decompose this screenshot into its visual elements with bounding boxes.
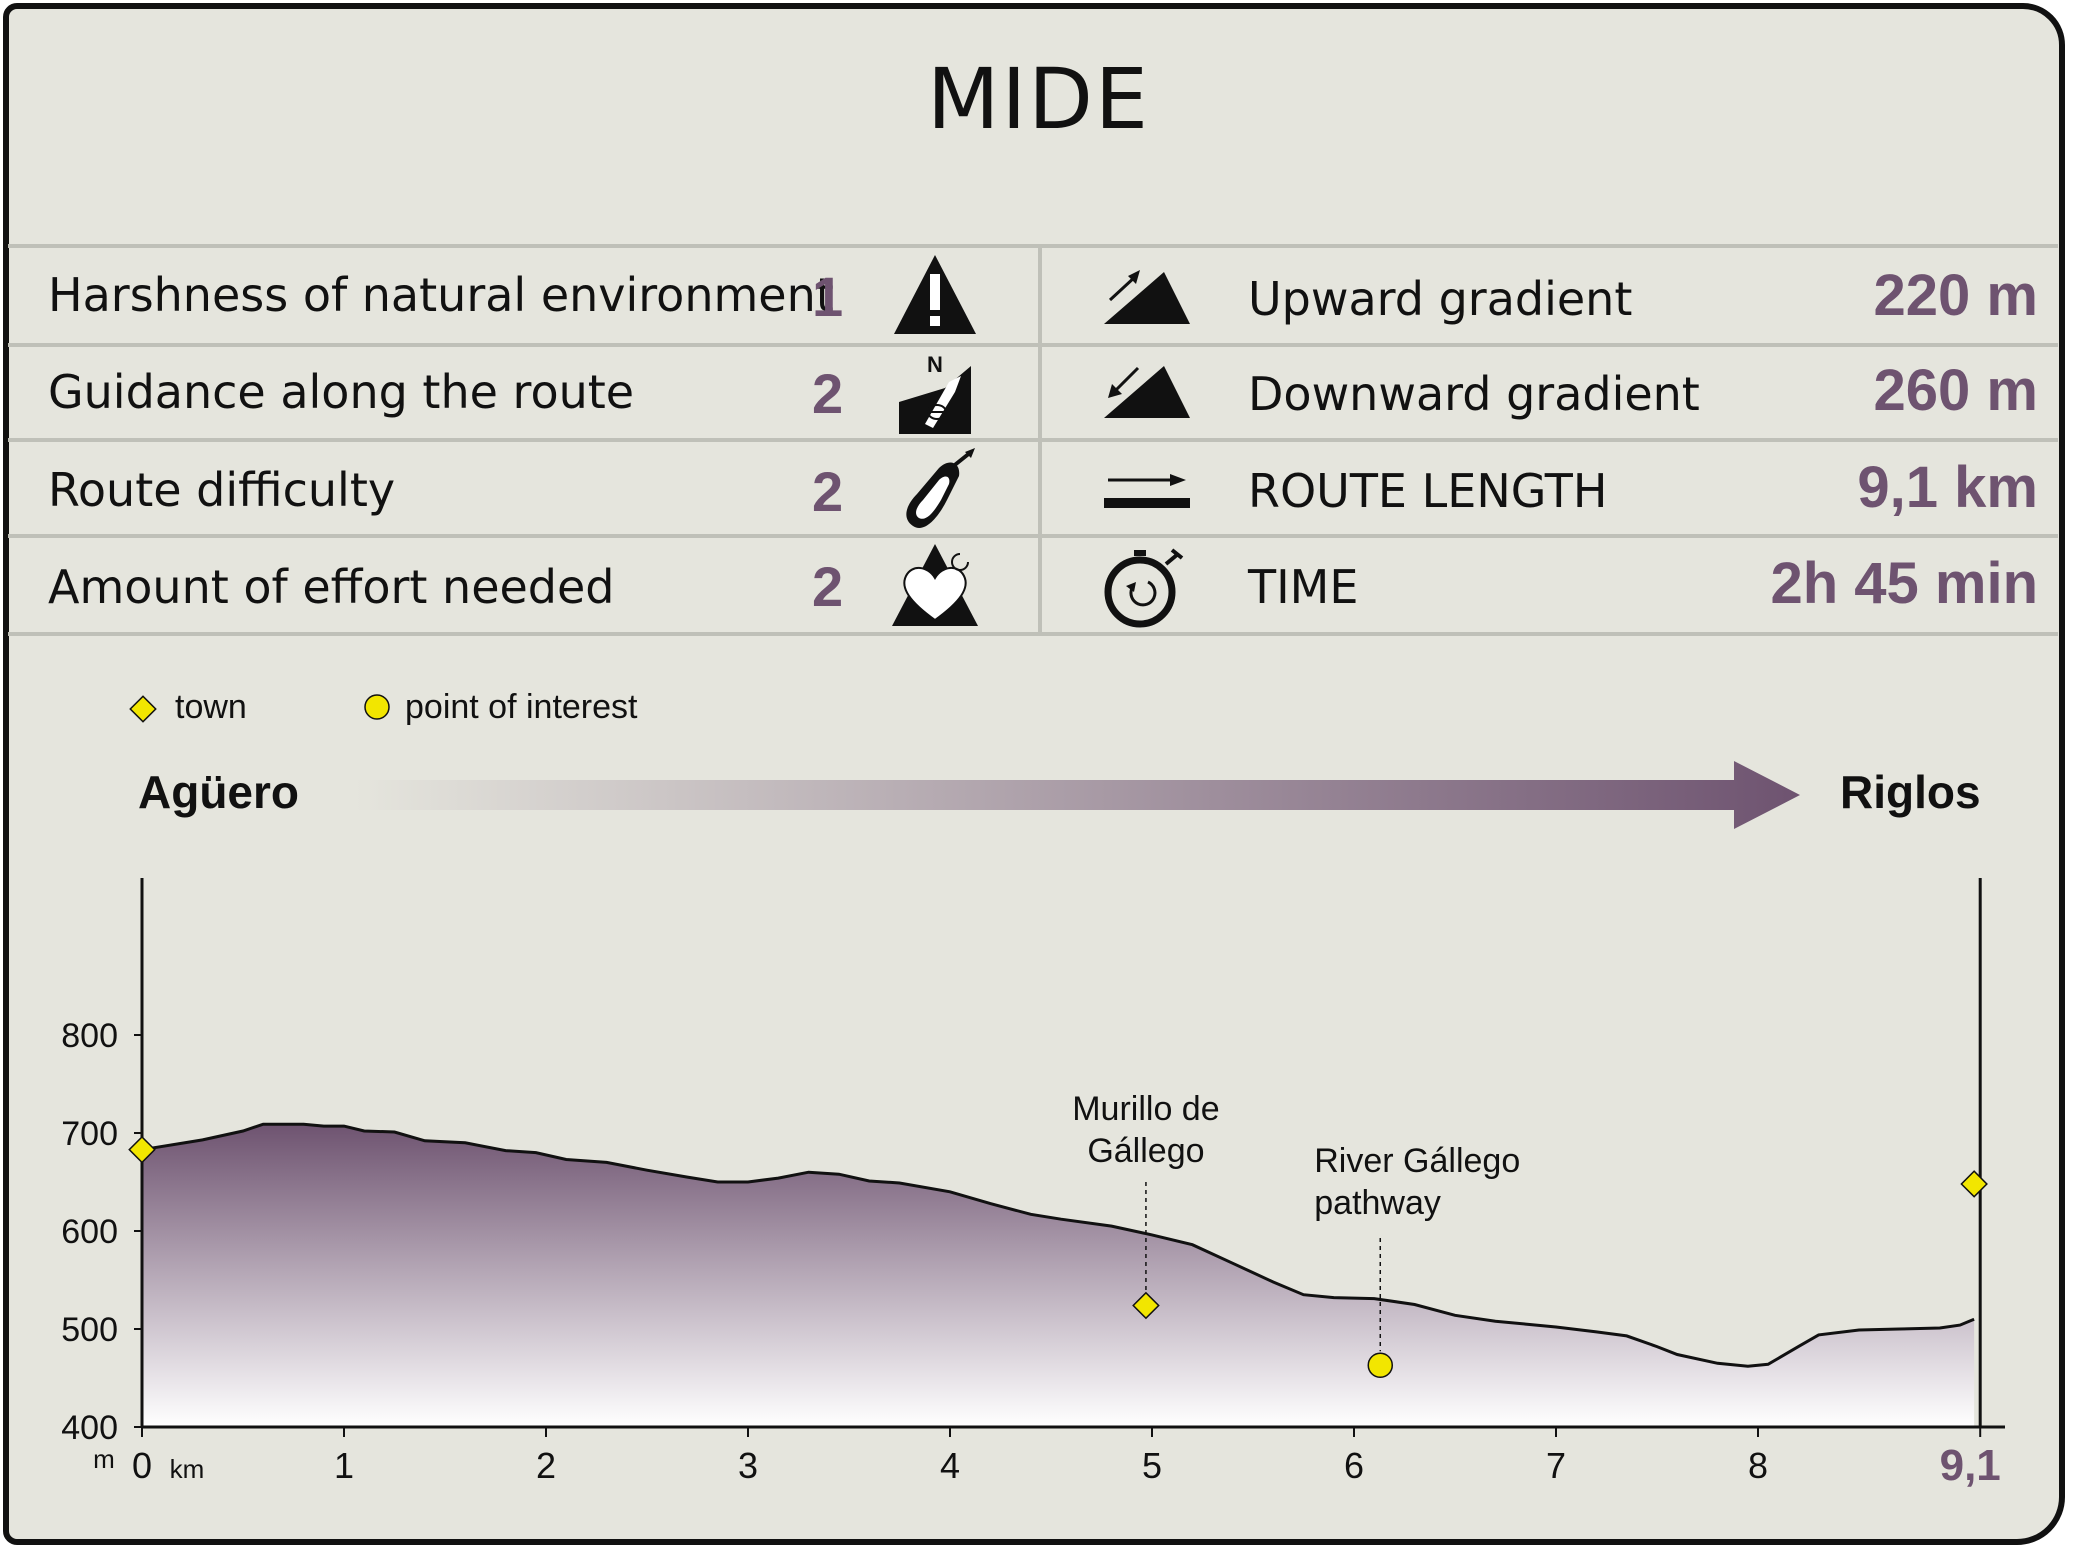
- stat-value: 260 m: [1873, 358, 2038, 423]
- poi-marker: [1367, 1352, 1394, 1379]
- x-tick-label: 7: [1546, 1445, 1566, 1486]
- town-marker: [1132, 1291, 1160, 1320]
- elevation-line: [141, 1122, 1975, 1368]
- x-tick-label: 1: [334, 1445, 354, 1486]
- mide-label: Amount of effort needed: [48, 560, 615, 614]
- table-column-divider: [1038, 244, 1042, 634]
- mide-score: 1: [812, 265, 844, 328]
- elevation-area: [142, 1124, 1975, 1427]
- x-tick-label: 5: [1142, 1445, 1162, 1486]
- y-tick-label: 500: [61, 1311, 118, 1349]
- y-tick-label: 800: [61, 1017, 118, 1055]
- legend-poi-icon: [364, 694, 390, 720]
- route-end-label: Riglos: [1840, 766, 1981, 818]
- downward-gradient-icon: [1104, 366, 1190, 418]
- route-direction-arrow: [355, 761, 1800, 829]
- mide-label: Route difficulty: [48, 463, 396, 517]
- x-unit-label: km: [170, 1454, 205, 1484]
- y-tick-label: 400: [61, 1409, 118, 1447]
- x-tick-label: 3: [738, 1445, 758, 1486]
- x-tick-label: 8: [1748, 1445, 1768, 1486]
- mide-score: 2: [812, 362, 844, 425]
- stat-label: ROUTE LENGTH: [1248, 464, 1608, 518]
- heart-mountain-icon: [892, 544, 978, 626]
- x-tick-label: 6: [1344, 1445, 1364, 1486]
- warning-icon: [894, 255, 976, 334]
- table-divider: [8, 244, 2058, 248]
- route-start-label: Agüero: [138, 766, 299, 818]
- x-tick-label: 9,1: [1940, 1441, 2001, 1490]
- table-divider: [8, 343, 2058, 347]
- svg-text:N: N: [927, 352, 943, 377]
- route-length-icon: [1104, 474, 1190, 508]
- footprint-icon: [906, 448, 975, 528]
- x-tick-label: 4: [940, 1445, 960, 1486]
- legend-town-label: town: [175, 688, 247, 726]
- stat-value: 2h 45 min: [1770, 551, 2038, 616]
- legend-poi-label: point of interest: [405, 688, 638, 726]
- marker-label: Gállego: [1087, 1132, 1204, 1170]
- y-tick-label: 700: [61, 1115, 118, 1153]
- stat-value: 220 m: [1873, 263, 2038, 328]
- table-divider: [8, 632, 2058, 636]
- stat-label: TIME: [1248, 560, 1359, 614]
- marker-label: pathway: [1314, 1184, 1441, 1222]
- x-tick-label: 2: [536, 1445, 556, 1486]
- mide-score: 2: [812, 460, 844, 523]
- mide-label: Guidance along the route: [48, 365, 635, 419]
- table-divider: [8, 438, 2058, 442]
- marker-label: River Gállego: [1314, 1142, 1520, 1180]
- table-divider: [8, 534, 2058, 538]
- stat-value: 9,1 km: [1857, 455, 2038, 520]
- upward-gradient-icon: [1104, 270, 1190, 324]
- marker-label: Murillo de: [1072, 1090, 1219, 1128]
- y-unit-label: m: [93, 1444, 115, 1474]
- legend-town-icon: [129, 695, 157, 723]
- stopwatch-icon: [1104, 548, 1184, 628]
- stat-label: Downward gradient: [1248, 367, 1700, 421]
- x-tick-label: 0: [132, 1445, 152, 1486]
- mide-label: Harshness of natural environment: [48, 268, 834, 322]
- y-tick-label: 600: [61, 1213, 118, 1251]
- town-marker: [1960, 1170, 1988, 1198]
- mide-score: 2: [812, 555, 844, 618]
- compass-icon: N: [899, 352, 971, 434]
- page-title: MIDE: [926, 50, 1150, 148]
- stat-label: Upward gradient: [1248, 272, 1633, 326]
- town-marker: [128, 1135, 156, 1164]
